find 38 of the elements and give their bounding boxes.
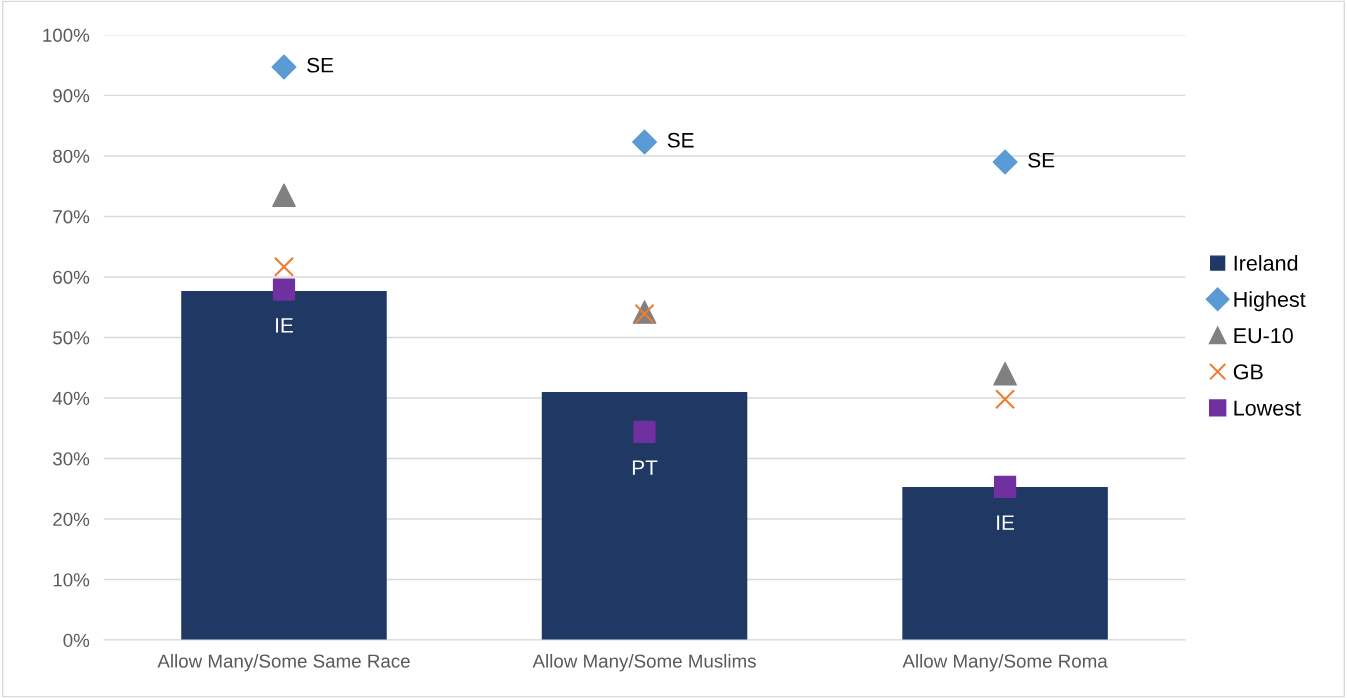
bar <box>181 290 387 641</box>
point <box>272 183 296 208</box>
y-tick-label: 60% <box>53 270 90 284</box>
point <box>993 475 1017 499</box>
y-tick-label: 70% <box>53 210 90 224</box>
x-tick-label: Allow Many/Some Same Race <box>157 653 410 672</box>
point <box>993 361 1017 386</box>
annotation: IE <box>276 318 293 333</box>
legend-label: Highest <box>1234 291 1306 312</box>
annotation: IE <box>997 515 1015 530</box>
annotation: SE <box>1028 152 1055 168</box>
y-tick-label: 100% <box>43 28 90 42</box>
legend-label: Lowest <box>1234 400 1301 416</box>
y-tick-label: 0% <box>63 633 90 648</box>
legend-label: EU-10 <box>1234 328 1293 344</box>
point <box>271 54 297 80</box>
point <box>992 149 1018 175</box>
y-tick-label: 40% <box>52 391 90 405</box>
y-tick-label: 90% <box>53 89 90 103</box>
point <box>995 389 1016 410</box>
x-tick-label: Allow Many/Some Roma <box>902 653 1108 672</box>
point <box>633 420 656 444</box>
y-tick-label: 50% <box>53 331 90 345</box>
bar <box>541 391 748 641</box>
y-tick-label: 30% <box>53 452 90 466</box>
annotation: SE <box>307 57 334 73</box>
bar <box>902 486 1108 641</box>
y-tick-label: 10% <box>53 573 90 587</box>
annotation: SE <box>667 132 694 148</box>
annotation: PT <box>632 460 658 475</box>
x-tick-label: Allow Many/Some Muslims <box>532 653 756 672</box>
point <box>272 278 296 301</box>
y-tick-label: 80% <box>53 149 90 163</box>
point <box>273 256 295 277</box>
legend-label: Ireland <box>1234 255 1298 271</box>
y-tick-label: 20% <box>53 512 90 527</box>
point <box>632 129 658 155</box>
legend-label: GB <box>1233 364 1263 380</box>
